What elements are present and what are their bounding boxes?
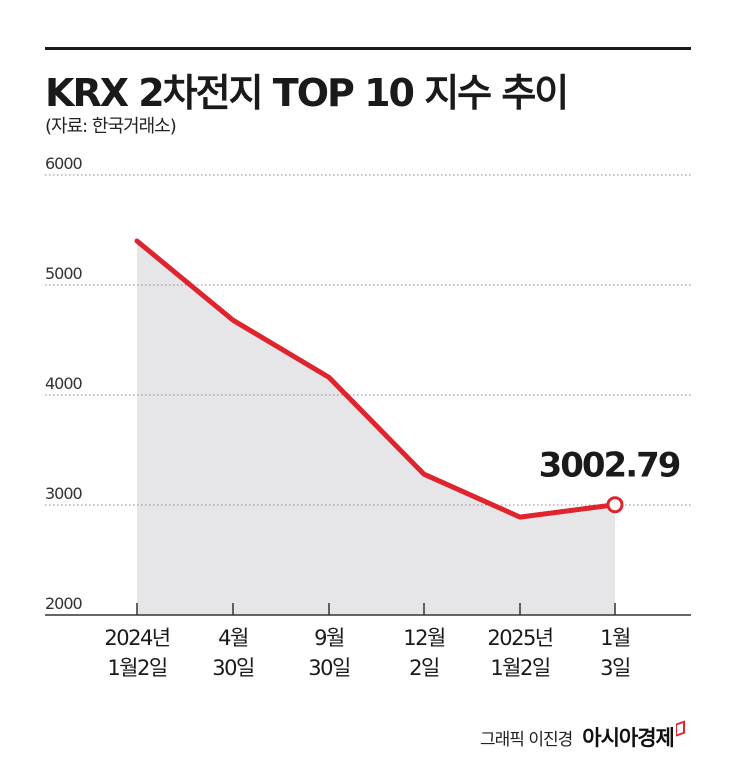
x-tick-label: 1월2일 [490, 656, 550, 680]
end-point-marker [606, 496, 624, 514]
graphic-credit: 그래픽 이진경 [480, 730, 573, 750]
brand-mark-icon [675, 720, 685, 737]
chart-title: KRX 2차전지 TOP 10 지수 추이 [45, 71, 569, 115]
footer-credit: 그래픽 이진경 아시아경제 [480, 720, 685, 752]
y-tick-label: 2000 [45, 594, 83, 613]
y-tick-label: 6000 [45, 154, 83, 173]
y-tick-label: 3000 [45, 484, 83, 503]
x-tick-label: 2025년 [487, 626, 552, 650]
top-rule [45, 47, 691, 50]
x-tick-label: 12월 [403, 626, 445, 650]
source-note: (자료: 한국거래소) [45, 116, 177, 137]
x-tick-label: 30일 [308, 656, 350, 680]
y-tick-label: 4000 [45, 374, 83, 393]
x-tick-label: 2일 [409, 656, 439, 680]
x-tick-label: 1월2일 [107, 656, 167, 680]
series-line [134, 238, 618, 520]
x-tick-label: 4월 [218, 626, 248, 650]
brand-logo: 아시아경제 [582, 720, 685, 752]
brand-name: 아시아경제 [582, 726, 675, 750]
x-tick-label: 3일 [600, 656, 630, 680]
end-value-label: 3002.79 [539, 446, 680, 486]
x-tick-label: 9월 [314, 626, 344, 650]
x-tick-label: 1월 [600, 626, 630, 650]
x-tick-label: 2024년 [104, 626, 169, 650]
y-tick-label: 5000 [45, 264, 83, 283]
x-tick-label: 30일 [212, 656, 254, 680]
